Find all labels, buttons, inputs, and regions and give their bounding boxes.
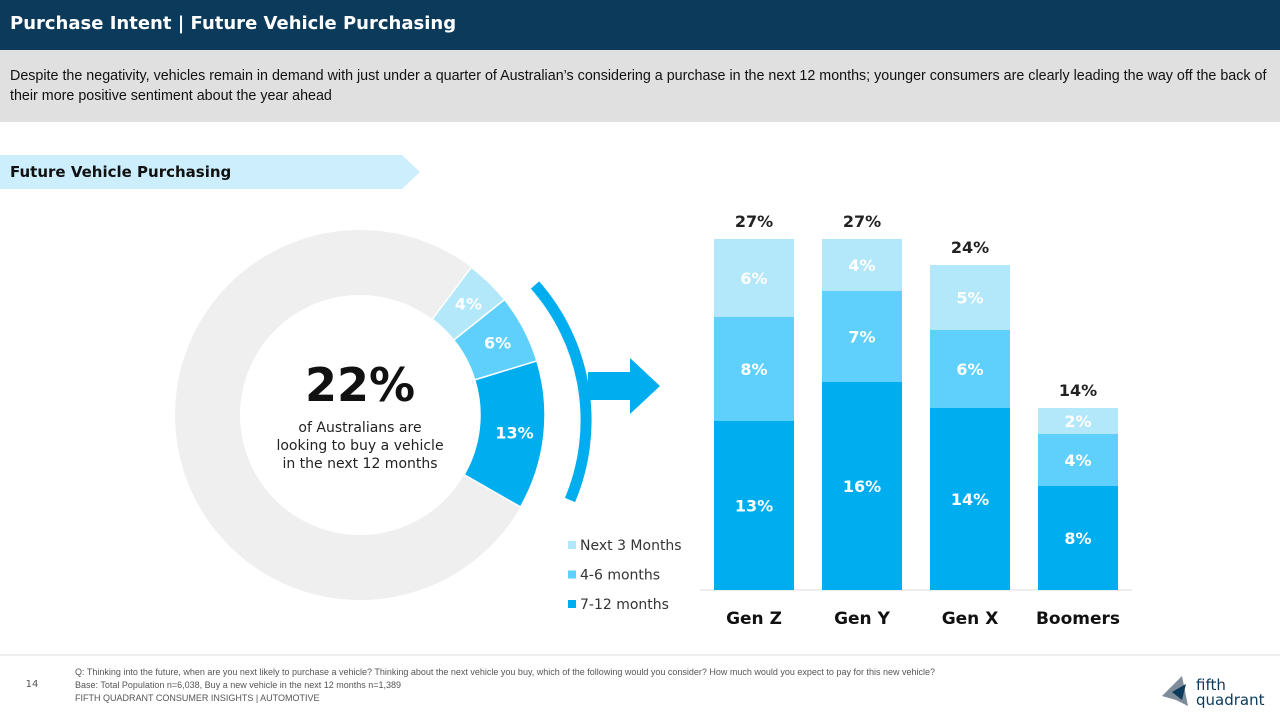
data-label: 6%: [956, 360, 983, 379]
arrow-arc: [530, 281, 592, 503]
data-label: 7%: [848, 328, 875, 347]
title: Purchase Intent | Future Vehicle Purchas…: [10, 13, 457, 34]
section-tag: [0, 155, 420, 189]
legend-label: Next 3 Months: [580, 538, 682, 554]
data-label: 4%: [1064, 451, 1091, 470]
bar-segment: [822, 291, 902, 382]
x-tick-label: Gen Y: [834, 609, 891, 629]
x-tick-label: Gen Z: [726, 609, 782, 629]
summary-box: Despite the negativity, vehicles remain …: [0, 50, 1280, 122]
bar-segment: [714, 239, 794, 317]
data-label: 16%: [843, 477, 881, 496]
summary: Despite the negativity, vehicles remain …: [10, 68, 1267, 104]
legend-label: 4-6 months: [580, 568, 660, 584]
center-value: 22%: [305, 358, 415, 412]
bar-segment: [930, 408, 1010, 590]
logo-text: fifth: [1196, 676, 1226, 694]
bar-segment: [714, 317, 794, 421]
data-label: 13%: [495, 423, 533, 442]
header: Purchase Intent | Future Vehicle Purchas…: [0, 0, 1280, 50]
data-label: 13%: [735, 497, 773, 516]
bar-segment: [1038, 408, 1118, 434]
arrow: [588, 358, 660, 414]
bar-segment: [714, 421, 794, 590]
data-label: 8%: [740, 360, 767, 379]
bar-segment: [1038, 434, 1118, 486]
total-label: 27%: [735, 212, 773, 231]
legend-swatch: [568, 600, 576, 608]
data-label: 4%: [848, 256, 875, 275]
total-label: 24%: [951, 238, 989, 257]
legend-swatch: [568, 570, 576, 579]
donut-segment: [463, 359, 546, 508]
center-caption: in the next 12 months: [282, 456, 437, 472]
bar-segment: [822, 382, 902, 590]
bar-chart: 13% 8% 6% 27% Gen Z 16% 7% 4% 27% Gen Y 14% 6% 5% 24%…: [568, 212, 1132, 629]
data-label: 5%: [956, 289, 983, 308]
center-caption: of Australians are: [298, 420, 421, 436]
donut-chart: 4%6% 13% 22% of Australians are looking to b…: [175, 230, 546, 600]
section: Future Vehicle Purchasing: [0, 155, 420, 189]
data-label: 4%: [455, 295, 482, 314]
data-label: 14%: [951, 490, 989, 509]
logo-text: quadrant: [1196, 691, 1265, 709]
total-label: 27%: [843, 212, 881, 231]
x-tick-label: Boomers: [1036, 609, 1120, 629]
data-label: 6%: [484, 333, 511, 352]
footnote: FIFTH QUADRANT CONSUMER INSIGHTS | AUTOM…: [75, 693, 320, 703]
legend-label: 7-12 months: [580, 597, 669, 613]
footnote: Q: Thinking into the future, when are yo…: [75, 667, 935, 677]
bar-segment: [930, 330, 1010, 408]
x-tick-label: Gen X: [942, 609, 999, 629]
bar-segment: [1038, 486, 1118, 590]
legend-swatch: [568, 541, 576, 549]
total-label: 14%: [1059, 381, 1097, 400]
section-title: Future Vehicle Purchasing: [10, 163, 232, 181]
data-label: 6%: [740, 269, 767, 288]
page-number: 14: [26, 679, 39, 690]
footnote: Base: Total Population n=6,038, Buy a ne…: [75, 680, 402, 690]
data-label: 2%: [1064, 412, 1091, 431]
bar-segment: [930, 265, 1010, 330]
data-label: 8%: [1064, 529, 1091, 548]
logo-icon: [1172, 684, 1186, 700]
bar-segment: [822, 239, 902, 291]
center-caption: looking to buy a vehicle: [276, 438, 443, 454]
